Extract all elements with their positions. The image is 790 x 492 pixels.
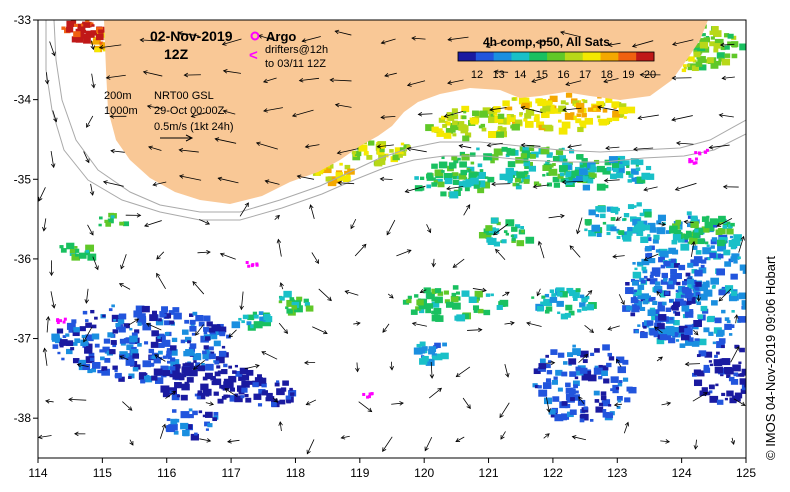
- y-tick-label: -34: [14, 93, 32, 107]
- colorbar-tick-label: 16: [557, 69, 569, 81]
- x-tick-label: 118: [286, 466, 305, 480]
- x-tick-label: 116: [157, 466, 176, 480]
- x-tick-label: 124: [672, 466, 692, 480]
- x-tick-label: 121: [479, 466, 499, 480]
- argo-legend-label: Argo: [266, 29, 296, 44]
- drifters-to-label: to 03/11 12Z: [265, 58, 326, 70]
- colorbar-tick-label: 15: [536, 69, 548, 81]
- x-tick-label: 123: [607, 466, 627, 480]
- y-axis: -33 -34 -35 -36 -37 -38: [14, 13, 38, 425]
- colorbar-tick-label: 19: [622, 69, 634, 81]
- y-tick-label: -37: [14, 332, 32, 346]
- x-tick-label: 114: [28, 466, 47, 480]
- contour-200-label: 200m: [104, 90, 132, 102]
- arrow-scale-icon: [160, 134, 194, 142]
- colorbar-tick-label: 13: [493, 69, 505, 81]
- colorbar: 4h comp, p50, All Sats 12 13 14 15 16 17 18 19 2…: [457, 35, 656, 81]
- x-tick-label: 119: [350, 466, 369, 480]
- argo-legend-icon: [250, 31, 260, 41]
- colorbar-tick-label: 14: [514, 69, 526, 81]
- sst-patches: [51, 20, 746, 441]
- x-tick-label: 117: [222, 466, 241, 480]
- map-time: 12Z: [164, 46, 189, 62]
- colorbar-title: 4h comp, p50, All Sats: [483, 35, 610, 49]
- contour-1000m: [45, 20, 746, 221]
- drifters-label: drifters@12h: [265, 44, 328, 56]
- x-tick-label: 115: [93, 466, 112, 480]
- y-tick-label: -38: [14, 411, 32, 425]
- contour-200m: [53, 20, 746, 213]
- plot-frame: [37, 19, 747, 459]
- arrow-scale-label: 0.5m/s (1kt 24h): [154, 121, 233, 133]
- land-mass: [38, 20, 708, 204]
- contour-1000-label: 1000m: [104, 105, 138, 117]
- colorbar-tick-label: 20: [644, 69, 656, 81]
- y-tick-label: -33: [14, 13, 32, 27]
- y-tick-label: -35: [14, 172, 32, 186]
- x-axis: 114 115 116 117 118 119 120 121 122 123 124 125: [28, 458, 756, 480]
- product-date-label: 29-Oct 00:00Z: [154, 105, 225, 117]
- x-tick-label: 125: [736, 466, 756, 480]
- drifter-legend-icon: <: [249, 47, 258, 64]
- x-tick-label: 122: [543, 466, 563, 480]
- x-tick-label: 120: [414, 466, 434, 480]
- colorbar-tick-label: 17: [579, 69, 591, 81]
- colorbar-tick-label: 18: [601, 69, 613, 81]
- y-tick-label: -36: [14, 252, 32, 266]
- argo-markers: [56, 148, 709, 399]
- product-label: NRT00 GSL: [154, 90, 214, 102]
- colorbar-tick-label: 12: [471, 69, 483, 81]
- map-date: 02-Nov-2019: [150, 28, 233, 44]
- current-vectors: [38, 29, 746, 455]
